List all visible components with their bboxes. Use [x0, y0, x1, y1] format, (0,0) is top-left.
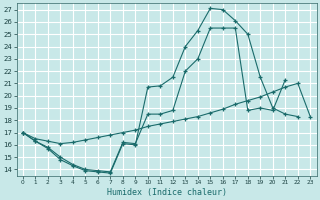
X-axis label: Humidex (Indice chaleur): Humidex (Indice chaleur): [107, 188, 227, 197]
